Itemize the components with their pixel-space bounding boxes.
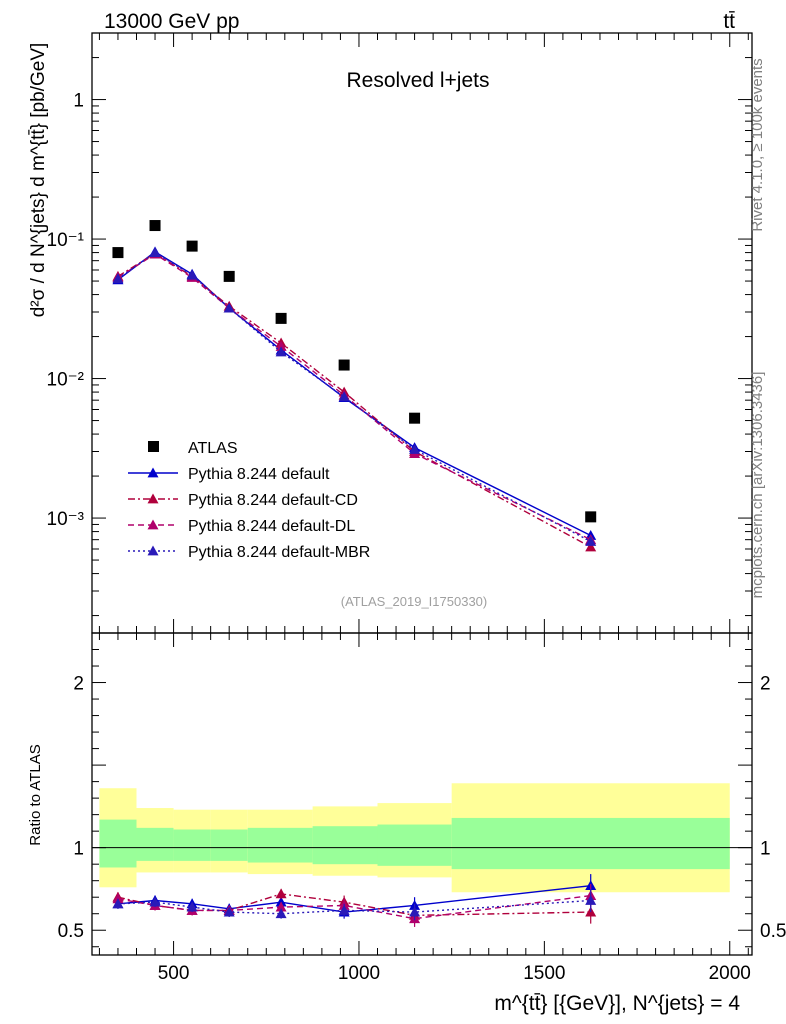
atlas-data-point bbox=[186, 240, 198, 252]
ratio-marker-3 bbox=[112, 898, 124, 909]
legend-entry-2: Pythia 8.244 default-CD bbox=[188, 492, 358, 509]
atlas-data-point bbox=[275, 312, 287, 324]
x-tick-label: 2000 bbox=[709, 963, 751, 984]
atlas-data-point bbox=[338, 359, 350, 371]
process-label: tt̄ bbox=[723, 10, 735, 33]
ratio-axis-ticks: 0.5 0.5 1 1 2 2 500 1000 1500 2000 bbox=[58, 632, 786, 984]
x-tick-label: 500 bbox=[158, 963, 190, 984]
ratio-marker-3 bbox=[275, 908, 287, 919]
ratio-line-1 bbox=[117, 893, 591, 917]
band-green bbox=[210, 829, 248, 861]
legend-entry-3: Pythia 8.244 default-DL bbox=[188, 518, 355, 535]
analysis-id: (ATLAS_2019_I1750330) bbox=[341, 594, 487, 609]
legend-marker bbox=[147, 493, 159, 504]
ratio-marker-0 bbox=[275, 896, 287, 907]
ratio-line-3 bbox=[117, 899, 591, 915]
series-line-1 bbox=[117, 250, 592, 537]
series-marker-4 bbox=[186, 269, 198, 280]
x-axis-label: m^{tt̄} [{GeV}], N^{jets} = 4 bbox=[494, 992, 740, 1015]
ratio-marker-2 bbox=[112, 893, 124, 904]
series-marker-3 bbox=[275, 340, 287, 351]
x-tick-label: 1000 bbox=[338, 963, 380, 984]
band-green bbox=[377, 824, 452, 866]
series-marker-4 bbox=[338, 391, 350, 402]
ratio-marker-3 bbox=[338, 904, 350, 915]
series-marker-4 bbox=[409, 444, 421, 454]
ratio-marker-3 bbox=[186, 901, 198, 912]
band-green bbox=[136, 827, 174, 861]
legend-entry-0: ATLAS bbox=[188, 440, 238, 457]
rivet-label: Rivet 4.1.0, ≥ 100k events bbox=[749, 58, 766, 231]
ratio-y-tick-label: 0.5 bbox=[58, 921, 84, 942]
series-line-2 bbox=[117, 252, 592, 548]
legend: ATLAS Pythia 8.244 default Pythia 8.244 de… bbox=[128, 440, 370, 561]
y-tick-label: 10⁻¹ bbox=[47, 230, 85, 251]
ratio-marker-2 bbox=[275, 901, 287, 912]
series-line-3 bbox=[117, 253, 592, 541]
y-tick-label: 10⁻³ bbox=[47, 509, 85, 530]
legend-atlas-marker bbox=[148, 441, 159, 452]
legend-marker bbox=[147, 519, 159, 530]
ratio-y-tick-label: 2 bbox=[73, 674, 84, 695]
atlas-data-point bbox=[149, 220, 161, 232]
atlas-data-point bbox=[112, 247, 124, 259]
ratio-series bbox=[112, 874, 597, 927]
band-green bbox=[451, 817, 730, 870]
series-line-4 bbox=[117, 251, 592, 543]
ratio-y-tick-label: 0.5 bbox=[760, 921, 786, 942]
ratio-y-tick-label: 2 bbox=[760, 674, 771, 695]
atlas-data-point bbox=[223, 270, 235, 282]
ratio-plot-frame bbox=[91, 632, 753, 956]
series-marker-4 bbox=[112, 273, 124, 284]
band-green bbox=[173, 829, 211, 861]
ratio-marker-3 bbox=[409, 906, 421, 917]
series-marker-2 bbox=[585, 541, 597, 552]
main-y-axis-label: d²σ / d N^{jets} d m^{tt̄} [pb/GeV] bbox=[28, 43, 49, 318]
series-marker-4 bbox=[149, 247, 161, 257]
atlas-data-point bbox=[409, 412, 421, 424]
ratio-y-tick-label: 1 bbox=[760, 839, 771, 860]
main-axis-ticks: 1 10⁻¹ 10⁻² 10⁻³ bbox=[47, 32, 752, 633]
legend-marker bbox=[147, 467, 159, 478]
series-marker-4 bbox=[585, 535, 597, 546]
band-green bbox=[312, 826, 378, 865]
legend-marker bbox=[147, 545, 159, 556]
chart-title: Resolved l+jets bbox=[347, 69, 490, 92]
main-plot-frame bbox=[91, 32, 753, 634]
ratio-y-axis-label: Ratio to ATLAS bbox=[27, 744, 44, 845]
uncertainty-bands bbox=[92, 783, 752, 893]
ratio-line-0 bbox=[117, 884, 591, 913]
legend-entry-1: Pythia 8.244 default bbox=[188, 466, 330, 483]
series-marker-4 bbox=[275, 346, 287, 357]
series-marker-4 bbox=[223, 302, 235, 313]
energy-label: 13000 GeV pp bbox=[104, 10, 239, 33]
ratio-marker-3 bbox=[585, 895, 597, 905]
band-green bbox=[247, 827, 313, 863]
atlas-data-point bbox=[585, 511, 597, 523]
ratio-marker-3 bbox=[223, 906, 235, 917]
main-series bbox=[112, 220, 597, 552]
ratio-marker-1 bbox=[275, 888, 287, 899]
legend-entry-4: Pythia 8.244 default-MBR bbox=[188, 544, 370, 561]
ratio-y-tick-label: 1 bbox=[73, 839, 84, 860]
y-tick-label: 1 bbox=[73, 91, 84, 112]
y-tick-label: 10⁻² bbox=[47, 370, 85, 391]
band-green bbox=[99, 819, 137, 868]
mcplots-label: mcplots.cern.ch [arXiv:1306.3436] bbox=[749, 372, 766, 599]
ratio-marker-3 bbox=[149, 896, 161, 907]
x-tick-label: 1500 bbox=[523, 963, 565, 984]
ratio-line-2 bbox=[117, 894, 591, 920]
